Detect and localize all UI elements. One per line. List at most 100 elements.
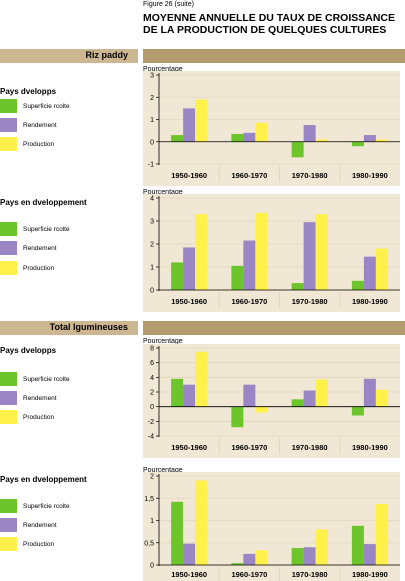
chart-4-bar-rendement (303, 547, 316, 565)
chart-3-bar-rendement (363, 378, 376, 407)
chart-4-tick-label: 1,5 (144, 496, 154, 503)
chart-2-bar-production (315, 214, 328, 290)
chart-3-bar-rendement (303, 390, 316, 407)
chart-3-bar-superficie (351, 406, 364, 416)
legend-label-production: Production (23, 141, 55, 148)
legend-label-rendement: Rendement (23, 395, 57, 402)
chart-3-bar-superficie (291, 399, 304, 407)
chart-4-bar-production (315, 529, 328, 565)
legend-swatch-rendement (0, 241, 17, 255)
chart-2-tick-label: 1 (150, 265, 154, 272)
chart-1-category-label: 1980-1990 (352, 171, 388, 180)
chart-3-tick-label: 4 (150, 375, 154, 382)
group-title-leg-dev-en: Pays en dveloppement (0, 475, 87, 484)
chart-2-category-label: 1970-1980 (292, 297, 328, 306)
legend-label-production: Production (23, 541, 55, 548)
section-line-legumineuses (143, 321, 405, 335)
chart-1-tick-label: -1 (148, 162, 154, 169)
legend-label-rendement: Rendement (23, 122, 57, 129)
chart-1-plot-area (143, 71, 400, 186)
legend-swatch-rendement (0, 391, 17, 405)
chart-3-tick-label: 0 (150, 404, 154, 411)
legend-swatch-production (0, 410, 17, 424)
chart-1-tick-label: 3 (150, 73, 154, 80)
chart-2-bar-rendement (363, 256, 376, 290)
chart-4-bar-superficie (291, 548, 304, 565)
chart-2-bar-production (375, 248, 388, 290)
chart-1-category-label: 1960-1970 (231, 171, 267, 180)
legend-label-rendement: Rendement (23, 522, 57, 529)
chart-3-bar-production (195, 351, 208, 407)
chart-4-ylabel: Pourcentage (143, 467, 183, 474)
chart-1-tick-label: 1 (150, 117, 154, 124)
chart-2-plot-area (143, 194, 400, 312)
chart-1-bar-superficie (351, 141, 364, 147)
chart-3-tick-label: -2 (148, 419, 154, 426)
chart-3-bar-rendement (183, 384, 196, 407)
legend-label-superficie: Superficie rcolte (23, 226, 70, 233)
group-title-leg-dev: Pays dvelopps (0, 346, 57, 355)
chart-1-tick-label: 0 (150, 139, 154, 146)
chart-3-category-label: 1980-1990 (352, 443, 388, 452)
chart-1-bar-rendement (243, 132, 256, 142)
chart-1-bar-superficie (171, 135, 184, 142)
legend-label-production: Production (23, 265, 55, 272)
section-title-riz: Riz paddy (85, 50, 128, 60)
chart-3-bar-superficie (231, 406, 244, 428)
chart-2-bar-rendement (183, 247, 196, 290)
legend-label-superficie: Superficie rcolte (23, 103, 70, 110)
chart-4-tick-label: 1 (150, 518, 154, 525)
chart-4-bar-production (255, 550, 268, 565)
chart-2-bar-production (195, 214, 208, 290)
chart-4-bar-superficie (351, 525, 364, 565)
chart-3-bar-production (315, 379, 328, 407)
chart-2-tick-label: 2 (150, 242, 154, 249)
chart-3-category-label: 1970-1980 (292, 443, 328, 452)
legend-label-production: Production (23, 414, 55, 421)
chart-4-category-label: 1950-1960 (171, 570, 207, 579)
chart-2-bar-rendement (243, 240, 256, 290)
chart-3-bar-rendement (243, 384, 256, 407)
section-bar-legumineuses: Total lgumineuses (0, 321, 138, 335)
chart-4-bar-superficie (171, 501, 184, 565)
section-line-riz (143, 49, 405, 63)
chart-1-bar-superficie (291, 141, 304, 158)
chart-1-bar-rendement (303, 125, 316, 142)
figure-title-line-2: DE LA PRODUCTION DE QUELQUES CULTURES (143, 24, 387, 36)
legend-label-rendement: Rendement (23, 245, 57, 252)
chart-2-category-label: 1950-1960 (171, 297, 207, 306)
chart-3-bar-production (255, 406, 268, 413)
chart-3-category-label: 1960-1970 (231, 443, 267, 452)
legend-swatch-superficie (0, 99, 17, 113)
legend-swatch-superficie (0, 372, 17, 386)
legend-swatch-rendement (0, 518, 17, 532)
chart-3-tick-label: 8 (150, 346, 154, 353)
chart-4-bar-rendement (363, 544, 376, 565)
chart-4-category-label: 1960-1970 (231, 570, 267, 579)
chart-4-bar-production (375, 504, 388, 565)
figure-title-line-1: MOYENNE ANNUELLE DU TAUX DE CROISSANCE (143, 12, 396, 24)
chart-3-tick-label: 2 (150, 390, 154, 397)
chart-2-bar-superficie (171, 262, 184, 290)
legend-swatch-rendement (0, 118, 17, 132)
legend-swatch-production (0, 137, 17, 151)
chart-1-bar-rendement (363, 135, 376, 142)
chart-4-category-label: 1970-1980 (292, 570, 328, 579)
chart-2-bar-superficie (291, 283, 304, 290)
chart-2-tick-label: 0 (150, 288, 154, 295)
chart-2-tick-label: 3 (150, 219, 154, 226)
chart-4-category-label: 1980-1990 (352, 570, 388, 579)
chart-2-category-label: 1980-1990 (352, 297, 388, 306)
chart-3-category-label: 1950-1960 (171, 443, 207, 452)
chart-3-bar-production (375, 389, 388, 407)
chart-4-tick-label: 2 (150, 474, 154, 481)
section-title-legumineuses: Total lgumineuses (49, 322, 128, 332)
chart-4-tick-label: 0 (150, 563, 154, 570)
chart-1-bar-rendement (183, 108, 196, 142)
group-title-riz-dev-en: Pays en dveloppement (0, 198, 87, 207)
chart-4-bar-superficie (231, 563, 244, 565)
chart-1-category-label: 1950-1960 (171, 171, 207, 180)
chart-2-bar-superficie (231, 265, 244, 290)
chart-4-bar-rendement (243, 553, 256, 565)
chart-2-bar-rendement (303, 222, 316, 290)
